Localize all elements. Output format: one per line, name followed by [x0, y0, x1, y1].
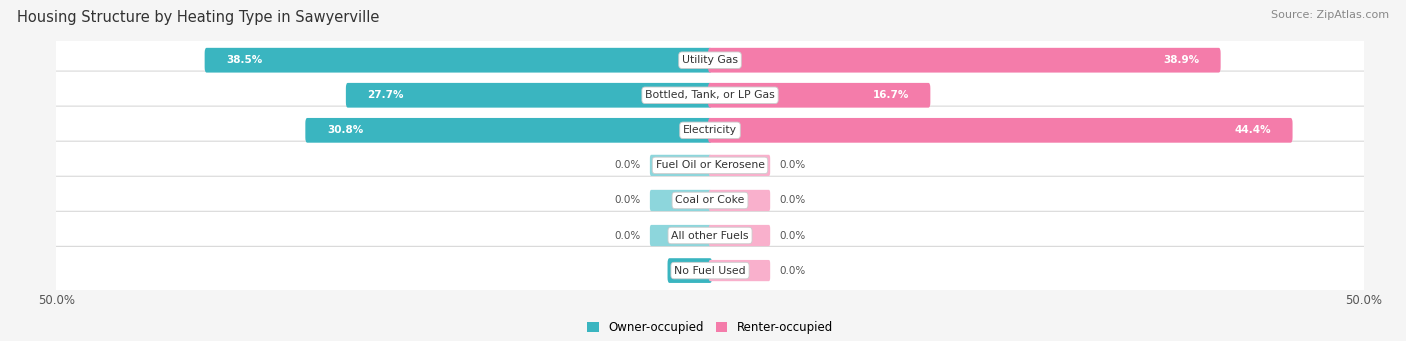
FancyBboxPatch shape [205, 48, 711, 73]
Text: 0.0%: 0.0% [779, 266, 806, 276]
Text: Electricity: Electricity [683, 125, 737, 135]
FancyBboxPatch shape [650, 155, 711, 176]
FancyBboxPatch shape [709, 260, 770, 281]
Text: 30.8%: 30.8% [328, 125, 363, 135]
FancyBboxPatch shape [709, 118, 1292, 143]
Text: Fuel Oil or Kerosene: Fuel Oil or Kerosene [655, 160, 765, 170]
Text: 38.5%: 38.5% [226, 55, 263, 65]
Text: 3.1%: 3.1% [689, 266, 718, 276]
FancyBboxPatch shape [46, 141, 1374, 190]
FancyBboxPatch shape [46, 247, 1374, 295]
FancyBboxPatch shape [46, 106, 1374, 154]
Text: Utility Gas: Utility Gas [682, 55, 738, 65]
Text: 0.0%: 0.0% [614, 231, 641, 240]
Text: 0.0%: 0.0% [614, 160, 641, 170]
FancyBboxPatch shape [46, 71, 1374, 119]
Text: No Fuel Used: No Fuel Used [675, 266, 745, 276]
Text: Coal or Coke: Coal or Coke [675, 195, 745, 205]
FancyBboxPatch shape [305, 118, 711, 143]
FancyBboxPatch shape [650, 225, 711, 246]
FancyBboxPatch shape [346, 83, 711, 108]
Text: 0.0%: 0.0% [779, 195, 806, 205]
FancyBboxPatch shape [709, 155, 770, 176]
FancyBboxPatch shape [46, 36, 1374, 84]
FancyBboxPatch shape [709, 48, 1220, 73]
FancyBboxPatch shape [709, 225, 770, 246]
FancyBboxPatch shape [709, 190, 770, 211]
Text: 0.0%: 0.0% [614, 195, 641, 205]
Text: Housing Structure by Heating Type in Sawyerville: Housing Structure by Heating Type in Saw… [17, 10, 380, 25]
Text: 0.0%: 0.0% [779, 160, 806, 170]
Text: 38.9%: 38.9% [1163, 55, 1199, 65]
Legend: Owner-occupied, Renter-occupied: Owner-occupied, Renter-occupied [582, 316, 838, 339]
FancyBboxPatch shape [650, 190, 711, 211]
FancyBboxPatch shape [709, 83, 931, 108]
FancyBboxPatch shape [668, 258, 711, 283]
FancyBboxPatch shape [46, 176, 1374, 225]
Text: 27.7%: 27.7% [367, 90, 404, 100]
Text: Bottled, Tank, or LP Gas: Bottled, Tank, or LP Gas [645, 90, 775, 100]
Text: All other Fuels: All other Fuels [671, 231, 749, 240]
Text: 0.0%: 0.0% [779, 231, 806, 240]
FancyBboxPatch shape [46, 211, 1374, 260]
Text: Source: ZipAtlas.com: Source: ZipAtlas.com [1271, 10, 1389, 20]
Text: 16.7%: 16.7% [872, 90, 908, 100]
Text: 44.4%: 44.4% [1234, 125, 1271, 135]
